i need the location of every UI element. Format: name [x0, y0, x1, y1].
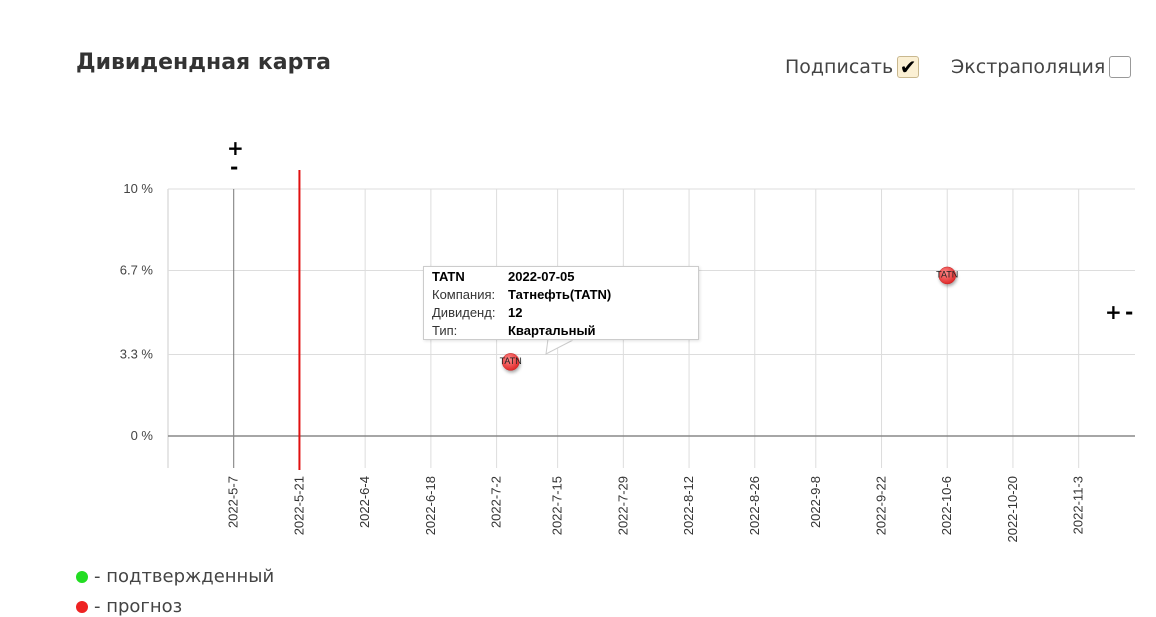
- y-tick-label: 0 %: [131, 428, 154, 443]
- zoom-in-x-button[interactable]: +: [1105, 300, 1122, 324]
- legend-forecast-dot: [76, 600, 88, 613]
- x-tick-label: 2022-8-12: [681, 476, 696, 535]
- y-tick-label: 6.7 %: [120, 263, 154, 278]
- data-point: [501, 353, 520, 371]
- x-tick-label: 2022-10-20: [1005, 476, 1020, 543]
- legend-forecast: - прогноз: [76, 596, 182, 617]
- x-tick-label: 2022-5-7: [226, 476, 241, 528]
- x-tick-label: 2022-8-26: [747, 476, 762, 535]
- tooltip-company-row: Компания: Татнефть(TATN): [432, 287, 611, 302]
- x-tick-label: 2022-6-18: [423, 476, 438, 535]
- x-tick-label: 2022-7-29: [615, 476, 630, 535]
- zoom-out-x-button[interactable]: -: [1125, 300, 1134, 324]
- zoom-in-y-button[interactable]: +: [227, 136, 244, 160]
- extrapolation-toggle[interactable]: Экстраполяция: [951, 56, 1132, 78]
- x-tick-label: 2022-9-22: [874, 476, 889, 535]
- data-point: [938, 266, 956, 285]
- tooltip-ticker: TATN: [432, 269, 465, 284]
- tooltip-header-row: TATN 2022-07-05: [432, 269, 575, 284]
- legend-confirmed-dot: [76, 570, 88, 583]
- sign-label: Подписать: [785, 56, 894, 78]
- tooltip-company-label: Компания:: [432, 287, 496, 302]
- data-point-label: TATN: [500, 356, 522, 366]
- x-tick-label: 2022-9-8: [808, 476, 823, 528]
- x-tick-label: 2022-6-4: [357, 476, 372, 528]
- legend-confirmed: - подтвержденный: [76, 566, 274, 587]
- legend-confirmed-label: - подтвержденный: [94, 566, 275, 587]
- x-tick-label: 2022-7-2: [489, 476, 504, 528]
- x-tick-label: 2022-5-21: [291, 476, 306, 535]
- tooltip-type-label: Тип:: [432, 323, 458, 338]
- tooltip-type: Квартальный: [508, 323, 596, 338]
- tooltip-company: Татнефть(TATN): [508, 287, 612, 302]
- y-tick-label: 3.3 %: [120, 346, 154, 361]
- checkmark-icon: ✔: [899, 55, 917, 79]
- data-point-label: TATN: [936, 269, 958, 279]
- tooltip-dividend-row: Дивиденд: 12: [432, 305, 522, 320]
- tooltip-type-row: Тип: Квартальный: [432, 323, 596, 338]
- extrapolation-label: Экстраполяция: [951, 56, 1106, 78]
- tooltip-pointer: [545, 338, 576, 355]
- extrapolation-checkbox[interactable]: [1109, 56, 1132, 78]
- sign-toggle[interactable]: Подписать ✔: [785, 55, 920, 79]
- x-tick-label: 2022-10-6: [939, 476, 954, 535]
- x-tick-label: 2022-7-15: [550, 476, 565, 535]
- y-tick-label: 10 %: [123, 181, 153, 196]
- point-tooltip: TATN 2022-07-05 Компания: Татнефть(TATN)…: [423, 266, 699, 340]
- tooltip-dividend-label: Дивиденд:: [432, 305, 496, 320]
- tooltip-date: 2022-07-05: [508, 269, 575, 284]
- tooltip-dividend: 12: [508, 305, 523, 320]
- x-tick-label: 2022-11-3: [1071, 476, 1086, 534]
- sign-checkbox[interactable]: ✔: [897, 55, 920, 79]
- legend-forecast-label: - прогноз: [94, 596, 183, 617]
- zoom-out-y-button[interactable]: -: [230, 155, 239, 179]
- page-title: Дивидендная карта: [76, 50, 331, 75]
